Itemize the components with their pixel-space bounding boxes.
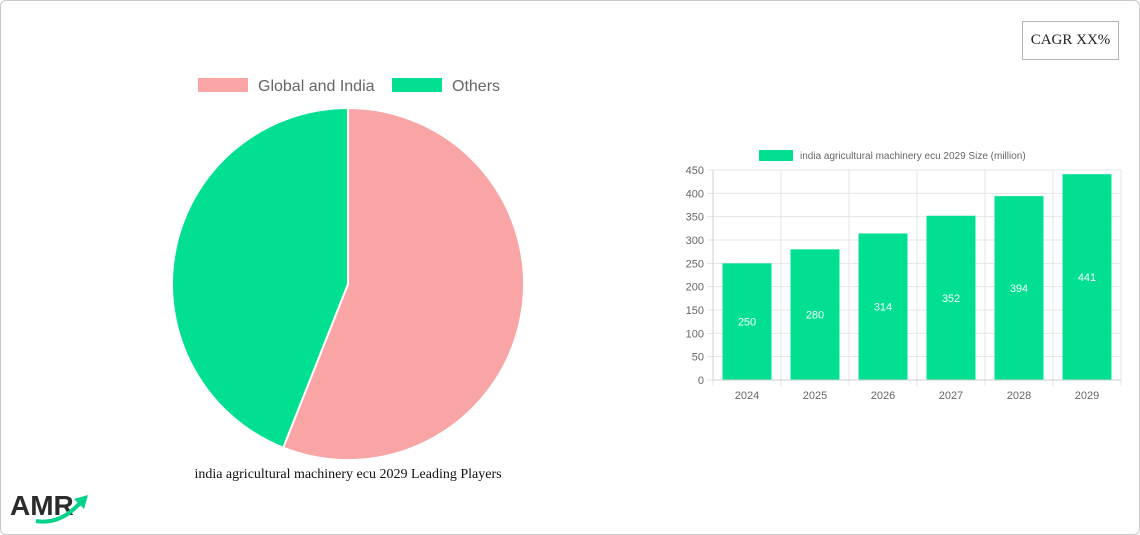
bar-2029 [1062,174,1112,380]
y-tick-label-4: 200 [686,282,704,294]
pie-chart-caption: india agricultural machinery ecu 2029 Le… [194,467,502,482]
bar-2026 [858,233,908,380]
cagr-badge: CAGR XX% [1022,21,1119,60]
y-tick-label-9: 450 [686,165,704,177]
y-tick-label-2: 100 [686,328,704,340]
logo-swoosh [35,501,82,524]
legend-label-1: Others [452,78,500,95]
bar-value-label-2029: 441 [1078,272,1096,284]
x-tick-label-2024: 2024 [735,390,759,402]
bar-2024 [722,263,772,380]
bar-legend-swatch [759,150,793,161]
legend-swatch-1 [392,78,442,92]
y-tick-label-3: 150 [686,305,704,317]
bar-value-label-2026: 314 [874,302,892,314]
y-tick-label-7: 350 [686,212,704,224]
bar-legend-label: india agricultural machinery ecu 2029 Si… [800,151,1026,162]
bar-2025 [790,249,840,380]
y-tick-label-0: 0 [698,375,704,387]
x-tick-label-2027: 2027 [939,390,963,402]
bar-value-label-2024: 250 [738,317,756,329]
amr-logo: AMR [10,487,94,525]
y-tick-label-1: 50 [692,352,704,364]
x-tick-label-2028: 2028 [1007,390,1031,402]
legend-swatch-0 [198,78,248,92]
pie-slice-1 [171,106,349,449]
x-tick-label-2029: 2029 [1075,390,1099,402]
logo-arrow-icon [74,495,88,509]
y-tick-label-6: 300 [686,235,704,247]
pie-chart: Global and India Others [171,78,525,461]
bar-chart: india agricultural machinery ecu 2029 Si… [686,150,1122,402]
bar-value-label-2028: 394 [1010,283,1028,295]
bar-2027 [926,215,976,380]
y-tick-label-5: 250 [686,258,704,270]
bar-value-label-2027: 352 [942,293,960,305]
bar-value-label-2025: 280 [806,310,824,322]
x-tick-label-2025: 2025 [803,390,827,402]
pie-slice-0 [281,106,525,461]
bar-2028 [994,196,1044,380]
x-tick-label-2026: 2026 [871,390,895,402]
y-tick-label-8: 400 [686,188,704,200]
legend-label-0: Global and India [258,78,375,95]
